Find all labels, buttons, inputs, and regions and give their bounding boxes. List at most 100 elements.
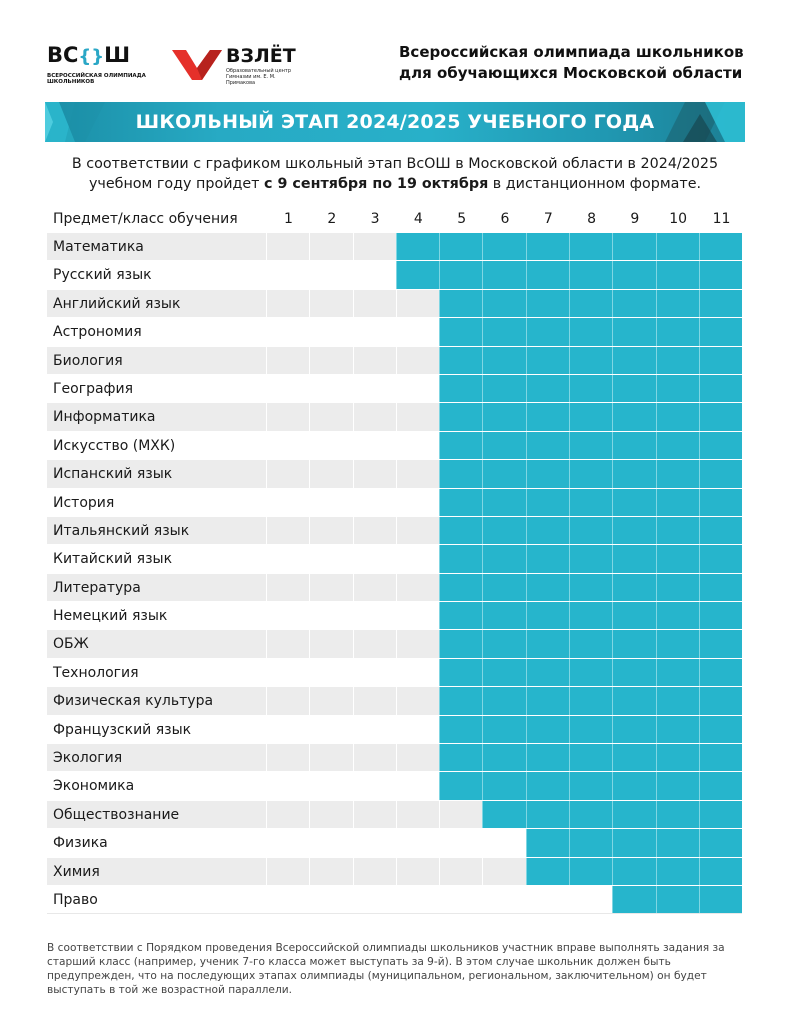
grade-cell-empty xyxy=(352,488,396,516)
grade-cell-empty xyxy=(395,800,439,829)
grade-cell-available xyxy=(439,602,483,630)
grade-cell-empty xyxy=(439,800,482,829)
grade-cell-empty xyxy=(439,885,482,914)
grade-cell-available xyxy=(655,233,699,261)
subject-name: Немецкий язык xyxy=(53,608,168,625)
grade-cell-available xyxy=(569,857,613,885)
grade-column-header: 2 xyxy=(327,211,337,227)
grade-cell-empty xyxy=(266,431,309,460)
grade-cell-empty xyxy=(352,630,396,658)
grade-cell-available xyxy=(525,715,570,744)
grade-cell-available xyxy=(655,374,699,403)
grade-cell-available xyxy=(482,573,526,602)
subject-name: Французский язык xyxy=(53,721,192,738)
subject-name: Физическая культура xyxy=(53,693,214,710)
table-row: Физическая культура xyxy=(47,687,743,716)
grade-cell-available xyxy=(525,516,570,545)
grade-cell-available xyxy=(439,573,483,602)
vsosh-logo-subtitle: ВСЕРОССИЙСКАЯ ОЛИМПИАДА ШКОЛЬНИКОВ xyxy=(47,73,146,86)
grade-cell-empty xyxy=(395,431,439,460)
subject-name: Математика xyxy=(53,239,144,255)
grade-cell-empty xyxy=(352,829,396,857)
grade-cell-empty xyxy=(266,403,309,431)
grade-cell-available xyxy=(525,289,570,318)
banner-decoration xyxy=(45,102,745,142)
grade-cell-available xyxy=(395,233,440,261)
grade-cell-available xyxy=(655,431,699,460)
grade-cell-empty xyxy=(439,829,482,857)
grade-cell-empty xyxy=(309,516,352,545)
grade-cell-empty xyxy=(352,885,396,914)
grade-cell-available xyxy=(612,374,656,403)
grade-cell-empty xyxy=(266,318,309,346)
grade-cell-available xyxy=(439,488,483,516)
grade-cell-available xyxy=(612,261,656,289)
grade-cell-available xyxy=(482,516,526,545)
grade-cell-available xyxy=(525,318,570,346)
grade-cell-available xyxy=(525,573,570,602)
grade-cell-available xyxy=(655,545,699,573)
grade-cell-empty xyxy=(352,772,396,800)
grade-cell-empty xyxy=(395,318,439,346)
grade-cell-available xyxy=(698,318,743,346)
grade-cell-empty xyxy=(352,233,396,261)
grade-cell-available xyxy=(525,658,570,687)
grade-cell-available xyxy=(439,374,483,403)
grade-cell-available xyxy=(525,687,570,715)
grade-cell-available xyxy=(655,829,699,857)
grade-cell-empty xyxy=(309,545,352,573)
grade-cell-empty xyxy=(395,744,439,772)
grade-cell-available xyxy=(698,687,743,715)
grade-cell-empty xyxy=(352,403,396,431)
grade-cell-available xyxy=(655,744,699,772)
subject-name: Литература xyxy=(53,579,141,596)
grade-cell-available xyxy=(698,403,743,431)
grade-cell-available xyxy=(655,573,699,602)
grade-cell-available xyxy=(439,460,483,488)
table-row: Итальянский язык xyxy=(47,516,743,546)
grade-cell-empty xyxy=(395,772,439,800)
grade-cell-available xyxy=(655,715,699,744)
table-header: Предмет/класс обучения 1 2 3 4 5 6 7 8 9 10 11 xyxy=(47,205,742,233)
subject-name: Испанский язык xyxy=(53,466,173,483)
grade-cell-empty xyxy=(395,573,439,602)
subject-name: Информатика xyxy=(53,409,156,426)
grade-cell-available xyxy=(569,346,613,374)
subject-name: География xyxy=(53,380,134,397)
subject-name: История xyxy=(53,494,115,511)
subject-name: Китайский язык xyxy=(53,551,173,568)
grade-cell-empty xyxy=(395,516,439,545)
grade-cell-available xyxy=(612,744,656,772)
grade-cell-empty xyxy=(395,289,439,318)
grade-cell-available xyxy=(612,346,656,374)
grade-cell-available xyxy=(439,289,483,318)
table-row: Искусство (МХК) xyxy=(47,431,743,461)
table-row: Технология xyxy=(47,658,743,688)
grade-cell-empty xyxy=(352,857,396,885)
grade-cell-empty xyxy=(266,233,309,261)
grade-cell-available xyxy=(569,772,613,800)
grade-cell-empty xyxy=(309,602,352,630)
grade-cell-empty xyxy=(309,885,352,914)
grade-column-header: 5 xyxy=(457,211,467,227)
grade-cell-empty xyxy=(309,431,352,460)
grade-cell-available xyxy=(482,630,526,658)
grade-cell-available xyxy=(439,516,483,545)
grade-cell-available xyxy=(569,431,613,460)
grade-cell-available xyxy=(612,403,656,431)
grade-cell-empty xyxy=(309,374,352,403)
grade-cell-available xyxy=(482,602,526,630)
grade-cell-available xyxy=(569,573,613,602)
grade-cell-empty xyxy=(266,261,309,289)
grade-column-header: 1 xyxy=(284,211,293,227)
grade-cell-available xyxy=(569,687,613,715)
page-header: ВС{}Ш ВСЕРОССИЙСКАЯ ОЛИМПИАДА ШКОЛЬНИКОВ… xyxy=(47,40,747,96)
grade-cell-empty xyxy=(309,715,352,744)
table-row: Астрономия xyxy=(47,318,743,347)
footnote: В соответствии с Порядком проведения Все… xyxy=(47,942,725,996)
grade-cell-available xyxy=(698,488,743,516)
grade-cell-empty xyxy=(309,289,352,318)
grade-cell-available xyxy=(482,715,526,744)
grade-cell-empty xyxy=(266,460,309,488)
grade-cell-empty xyxy=(525,885,569,914)
